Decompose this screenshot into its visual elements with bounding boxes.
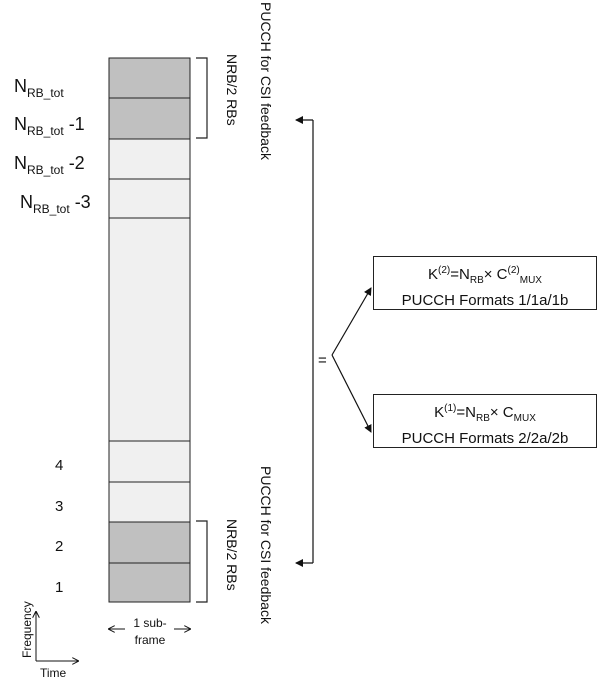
subframe-label-line2: frame bbox=[135, 633, 166, 647]
rb-cell-bottom-1 bbox=[108, 562, 191, 603]
rb-cell-bottom-2 bbox=[108, 521, 191, 564]
pucch-bottom-label: PUCCH for CSI feedback bbox=[258, 466, 274, 625]
box1-formula: K(2)=NRB× C(2)MUX bbox=[428, 265, 542, 286]
box1-format-label: PUCCH Formats 1/1a/1b bbox=[401, 292, 569, 309]
rb-cell-top-1 bbox=[108, 57, 191, 99]
bracket-top-label: NRB/2 RBs bbox=[224, 54, 240, 126]
row-label-bottom-3: 3 bbox=[55, 498, 63, 515]
rb-cell-bottom-4 bbox=[108, 440, 191, 483]
row-label-top-2: NRB_tot -1 bbox=[14, 114, 85, 138]
branch-arrow-up bbox=[331, 287, 372, 356]
rb-cell-middle bbox=[108, 217, 191, 442]
row-label-top-1: NRB_tot bbox=[14, 76, 64, 100]
bracket-bottom-label: NRB/2 RBs bbox=[224, 519, 240, 591]
box2-formula: K(1)=NRB× CMUX bbox=[434, 403, 536, 424]
row-label-bottom-1: 1 bbox=[55, 579, 63, 596]
branch-arrow-down bbox=[331, 354, 372, 433]
subframe-label-line1: 1 sub- bbox=[133, 616, 166, 630]
rb-cell-top-4 bbox=[108, 178, 191, 219]
row-label-top-3: NRB_tot -2 bbox=[14, 153, 85, 177]
rb-cell-top-2 bbox=[108, 97, 191, 140]
row-label-bottom-4: 4 bbox=[55, 457, 63, 474]
box2-format-label: PUCCH Formats 2/2a/2b bbox=[401, 430, 569, 447]
rb-cell-bottom-3 bbox=[108, 481, 191, 523]
bracket-bottom bbox=[196, 520, 208, 603]
pucch-format-2-box: K(1)=NRB× CMUX PUCCH Formats 2/2a/2b bbox=[373, 394, 597, 448]
row-label-top-4: NRB_tot -3 bbox=[20, 192, 91, 216]
resource-block-column bbox=[108, 57, 191, 603]
time-axis-label: Time bbox=[40, 666, 67, 680]
frequency-axis-label: Frequency bbox=[20, 601, 34, 658]
row-label-bottom-2: 2 bbox=[55, 538, 63, 555]
rb-cell-top-3 bbox=[108, 138, 191, 180]
pucch-top-label: PUCCH for CSI feedback bbox=[258, 2, 274, 161]
equals-sign: = bbox=[318, 352, 327, 369]
pucch-format-1-box: K(2)=NRB× C(2)MUX PUCCH Formats 1/1a/1b bbox=[373, 256, 597, 310]
bracket-top bbox=[196, 57, 208, 139]
